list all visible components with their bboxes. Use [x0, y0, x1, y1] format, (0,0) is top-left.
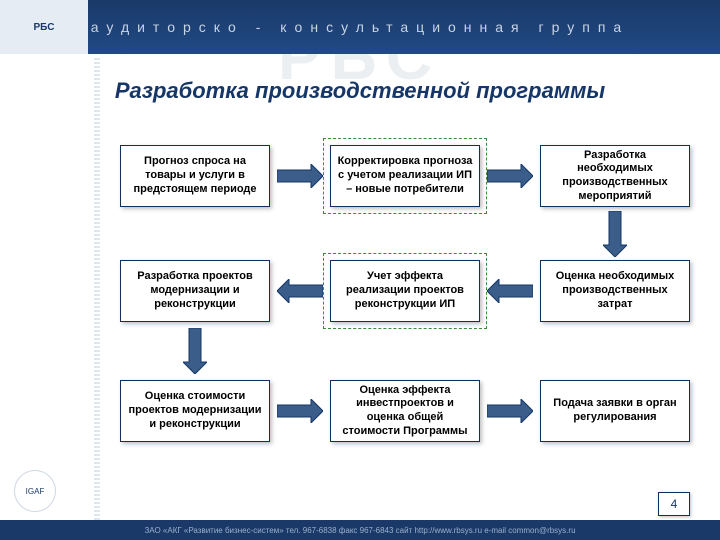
- arrow-right: [487, 164, 533, 188]
- flow-box-r2c0: Оценка стоимости проектов модернизации и…: [120, 380, 270, 442]
- badge-igaf: IGAF: [14, 470, 56, 512]
- arrow-left: [487, 279, 533, 303]
- slide-number: 4: [658, 492, 690, 516]
- arrow-down: [183, 328, 207, 374]
- flow-box-r0c2: Разработка необходимых производственных …: [540, 145, 690, 207]
- arrow-down: [603, 211, 627, 257]
- arrow-right: [277, 164, 323, 188]
- flow-box-r1c1: Учет эффекта реализации проектов реконст…: [330, 260, 480, 322]
- flow-box-r2c2: Подача заявки в орган регулирования: [540, 380, 690, 442]
- flow-box-r1c0: Разработка проектов модернизации и рекон…: [120, 260, 270, 322]
- arrow-right: [277, 399, 323, 423]
- flow-box-r1c2: Оценка необходимых производственных затр…: [540, 260, 690, 322]
- arrow-right: [487, 399, 533, 423]
- flow-box-r2c1: Оценка эффекта инвестпроектов и оценка о…: [330, 380, 480, 442]
- flow-box-r0c1: Корректировка прогноза с учетом реализац…: [330, 145, 480, 207]
- diagram-canvas: Прогноз спроса на товары и услуги в пред…: [0, 0, 720, 540]
- arrow-left: [277, 279, 323, 303]
- flow-box-r0c0: Прогноз спроса на товары и услуги в пред…: [120, 145, 270, 207]
